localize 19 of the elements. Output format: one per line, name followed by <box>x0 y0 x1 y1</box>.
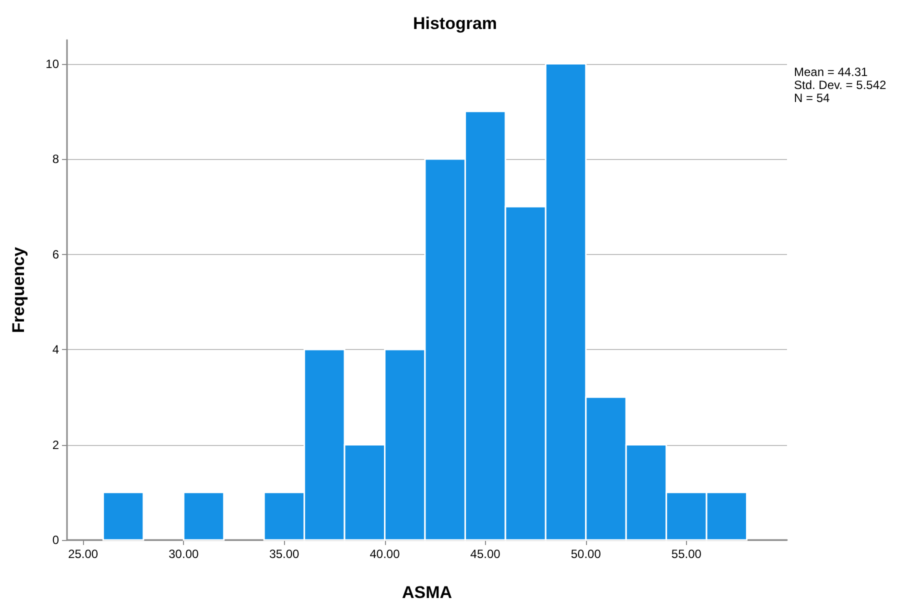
x-tick-label: 25.00 <box>68 547 98 561</box>
y-tick-label: 2 <box>52 438 60 452</box>
x-tick-label: 30.00 <box>168 547 199 561</box>
x-tick-label: 55.00 <box>671 547 702 561</box>
text: N = 54 <box>794 91 830 105</box>
y-tick-label: 8 <box>52 152 60 166</box>
x-axis-title: ASMA <box>402 583 452 602</box>
text: Mean = 44.31 <box>794 65 868 79</box>
x-tick-label: 35.00 <box>269 547 300 561</box>
text: Std. Dev. = 5.542 <box>794 78 886 92</box>
y-tick-label: 10 <box>46 56 60 71</box>
x-tick-label: 40.00 <box>370 547 400 561</box>
y-axis-title: Frequency <box>9 246 28 333</box>
x-tick-label: 45.00 <box>470 547 501 561</box>
x-tick-label: 50.00 <box>570 547 602 561</box>
chart-title: Histogram <box>412 14 498 33</box>
y-tick-label: 4 <box>52 342 60 357</box>
y-tick-label: 0 <box>52 533 60 547</box>
y-tick-label: 6 <box>52 247 60 262</box>
